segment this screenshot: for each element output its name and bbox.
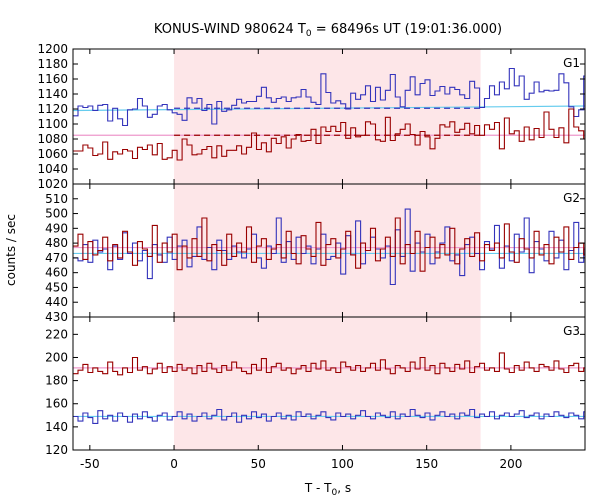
series-g1-red (73, 108, 585, 161)
x-tick-label: 50 (251, 457, 266, 471)
panel-label-g1: G1 (563, 56, 580, 70)
y-tick-label: 500 (45, 207, 68, 221)
series-g3-blue (73, 408, 585, 424)
x-tick-label: 100 (331, 457, 354, 471)
y-tick-label: 430 (45, 310, 68, 324)
y-axis-label: counts / sec (4, 214, 18, 286)
series-g2-red (73, 217, 585, 272)
panel-g3-plot (73, 352, 585, 424)
y-tick-label: 510 (45, 192, 68, 206)
y-tick-label: 470 (45, 251, 68, 265)
y-tick-label: 480 (45, 236, 68, 250)
y-tick-label: 1160 (37, 72, 68, 86)
y-tick-label: 490 (45, 221, 68, 235)
x-tick-label: 150 (415, 457, 438, 471)
x-axis-label: T - T0, s (304, 481, 351, 498)
y-tick-label: 1180 (37, 57, 68, 71)
x-tick-label: 0 (170, 457, 178, 471)
panel-label-g3: G3 (563, 324, 580, 338)
y-tick-label: 200 (45, 350, 68, 364)
y-tick-label: 1080 (37, 132, 68, 146)
y-tick-label: 1060 (37, 147, 68, 161)
y-tick-label: 1140 (37, 87, 68, 101)
y-tick-label: 220 (45, 327, 68, 341)
y-tick-label: 140 (45, 420, 68, 434)
panel-g1-plot (73, 67, 585, 161)
y-tick-label: 120 (45, 443, 68, 457)
series-g3-red (73, 352, 585, 376)
y-tick-label: 1200 (37, 42, 68, 56)
y-tick-label: 1020 (37, 177, 68, 191)
y-tick-label: 180 (45, 374, 68, 388)
y-tick-label: 1040 (37, 162, 68, 176)
panel-g3-frame (72, 316, 586, 451)
y-tick-label: 160 (45, 397, 68, 411)
chart-title: KONUS-WIND 980624 T0 = 68496s UT (19:01:… (154, 22, 502, 39)
x-tick-label: -50 (80, 457, 100, 471)
y-tick-label: 460 (45, 266, 68, 280)
series-g1-blue (73, 67, 585, 127)
panel-label-g2: G2 (563, 191, 580, 205)
x-tick-label: 200 (499, 457, 522, 471)
series-g2-blue (73, 208, 585, 286)
panel-g2-plot (73, 208, 585, 286)
y-tick-label: 1100 (37, 117, 68, 131)
y-tick-label: 440 (45, 295, 68, 309)
y-tick-label: 450 (45, 280, 68, 294)
y-tick-label: 1120 (37, 102, 68, 116)
